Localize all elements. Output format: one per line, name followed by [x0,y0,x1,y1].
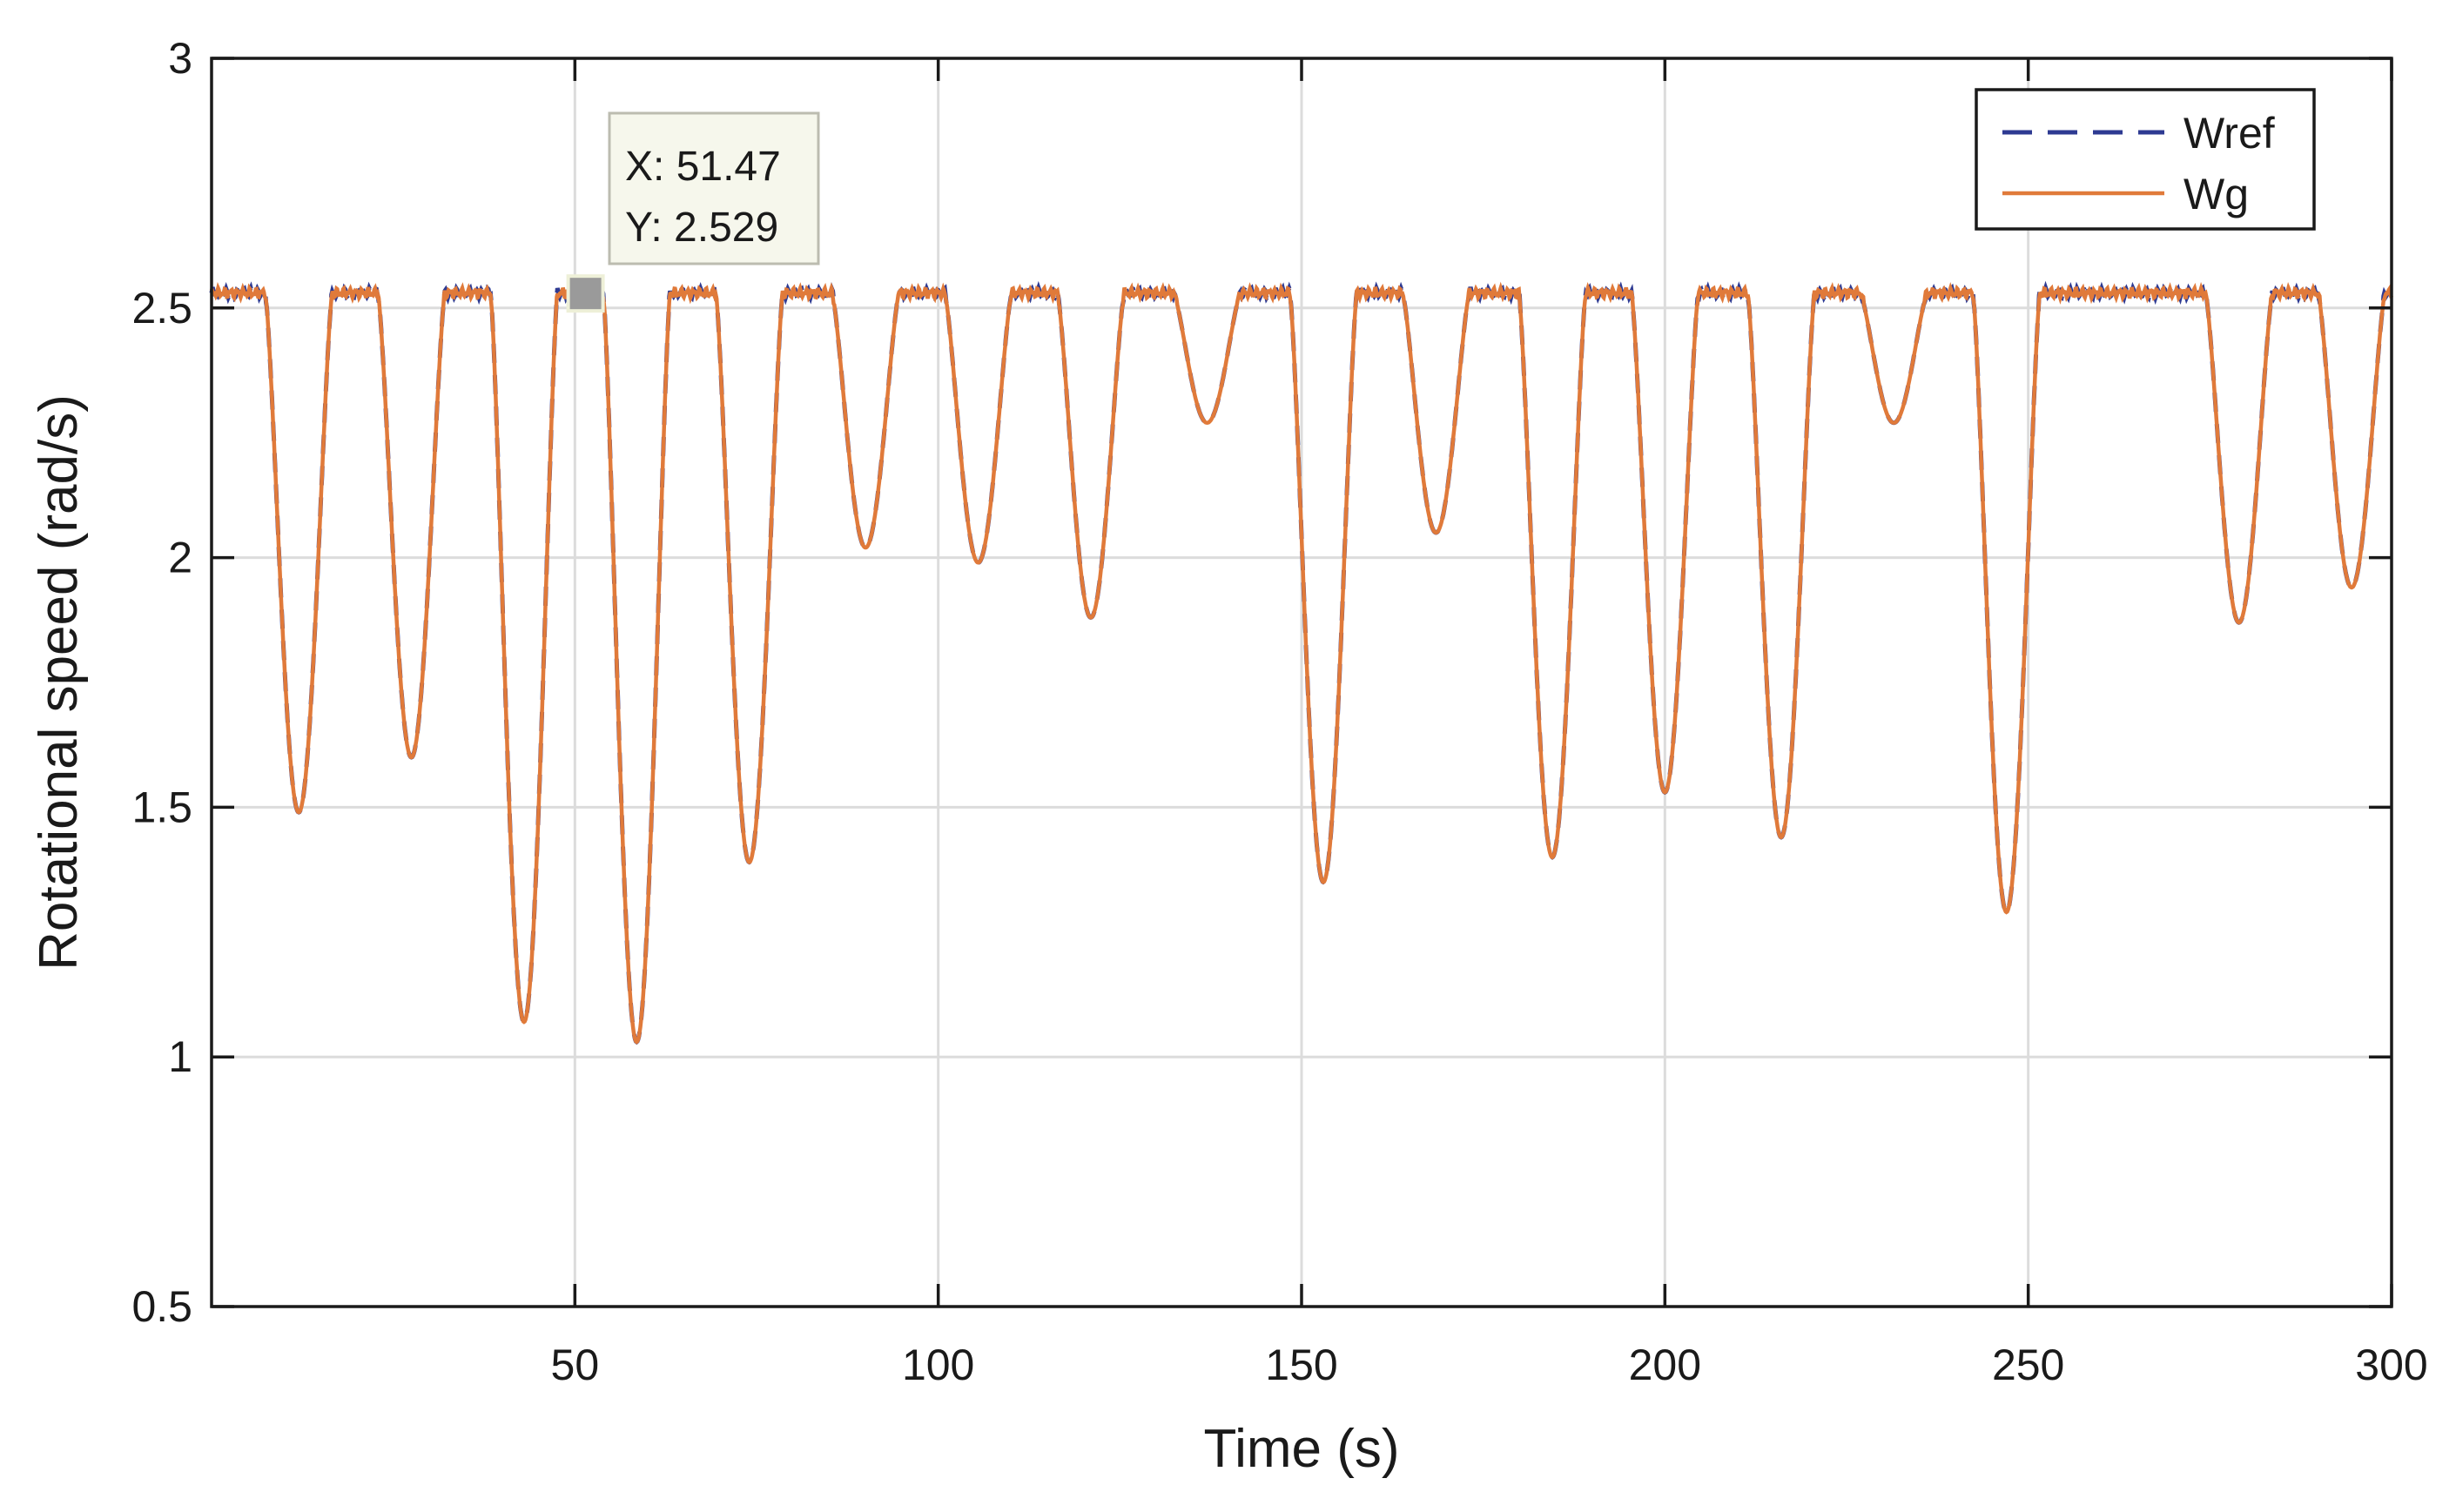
y-tick-label-1: 1 [168,1032,192,1081]
x-tick-label-3: 200 [1629,1341,1701,1389]
legend-label-wg: Wg [2183,170,2249,218]
datatip[interactable]: X: 51.47 Y: 2.529 [566,111,820,313]
y-tick-label-2: 1.5 [131,783,192,831]
axis-ticks [212,57,2393,1308]
y-tick-label-0: 0.5 [131,1282,192,1331]
datatip-y-label: Y: 2.529 [625,205,778,251]
y-tick-label-3: 2 [168,534,192,582]
x-axis-label: Time (s) [1204,1419,1400,1479]
x-tick-label-1: 100 [902,1341,974,1389]
legend: Wref Wg [1975,88,2316,231]
datatip-box [608,111,820,265]
datatip-marker[interactable] [566,274,605,313]
y-axis-label: Rotational speed (rad/s) [29,394,89,971]
x-tick-label-2: 150 [1265,1341,1337,1389]
legend-box [1975,88,2316,231]
x-tick-label-0: 50 [551,1341,600,1389]
tick-labels: 50 100 150 200 250 300 0.5 1 1.5 2 2.5 3 [131,34,2427,1389]
datatip-x-label: X: 51.47 [625,144,781,190]
y-tick-label-5: 3 [168,34,192,83]
y-tick-label-4: 2.5 [131,284,192,333]
x-tick-label-5: 300 [2355,1341,2427,1389]
x-tick-label-4: 250 [1992,1341,2064,1389]
legend-label-wref: Wref [2183,109,2275,158]
